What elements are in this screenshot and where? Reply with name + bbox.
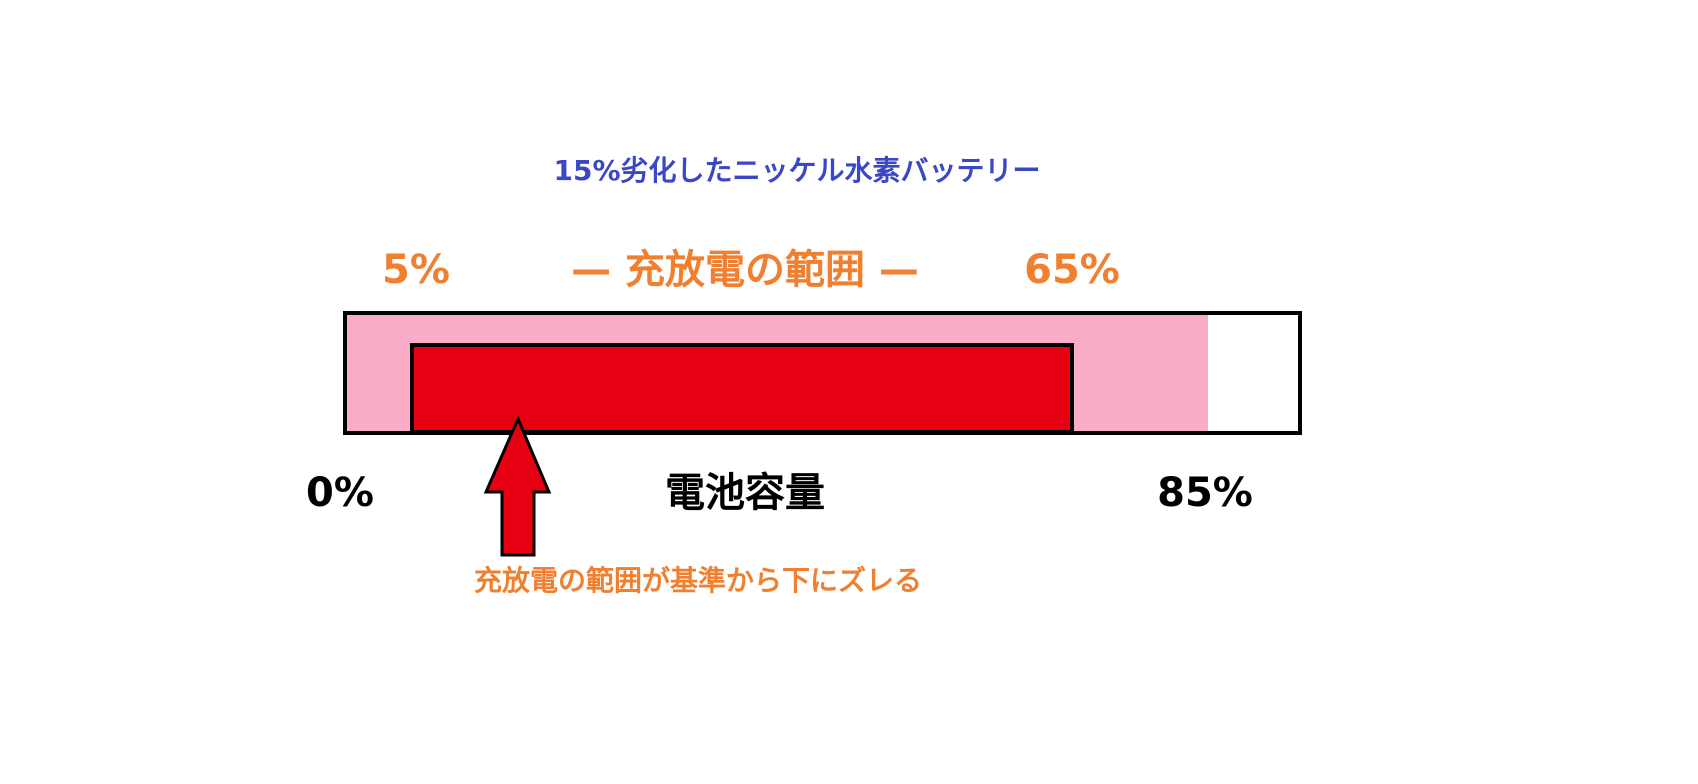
capacity-low: 0% (306, 470, 374, 516)
capacity-box (343, 311, 1302, 435)
title: 15%劣化したニッケル水素バッテリー (553, 154, 1040, 187)
arrow (483, 415, 552, 557)
range-high: 65% (1024, 247, 1120, 293)
capacity-label: 電池容量 (665, 470, 825, 516)
annotation: 充放電の範囲が基準から下にズレる (474, 564, 922, 597)
range-label: — 充放電の範囲 — (571, 247, 919, 293)
range-low: 5% (382, 247, 450, 293)
capacity-high: 85% (1157, 470, 1253, 516)
charge-range (410, 343, 1074, 434)
